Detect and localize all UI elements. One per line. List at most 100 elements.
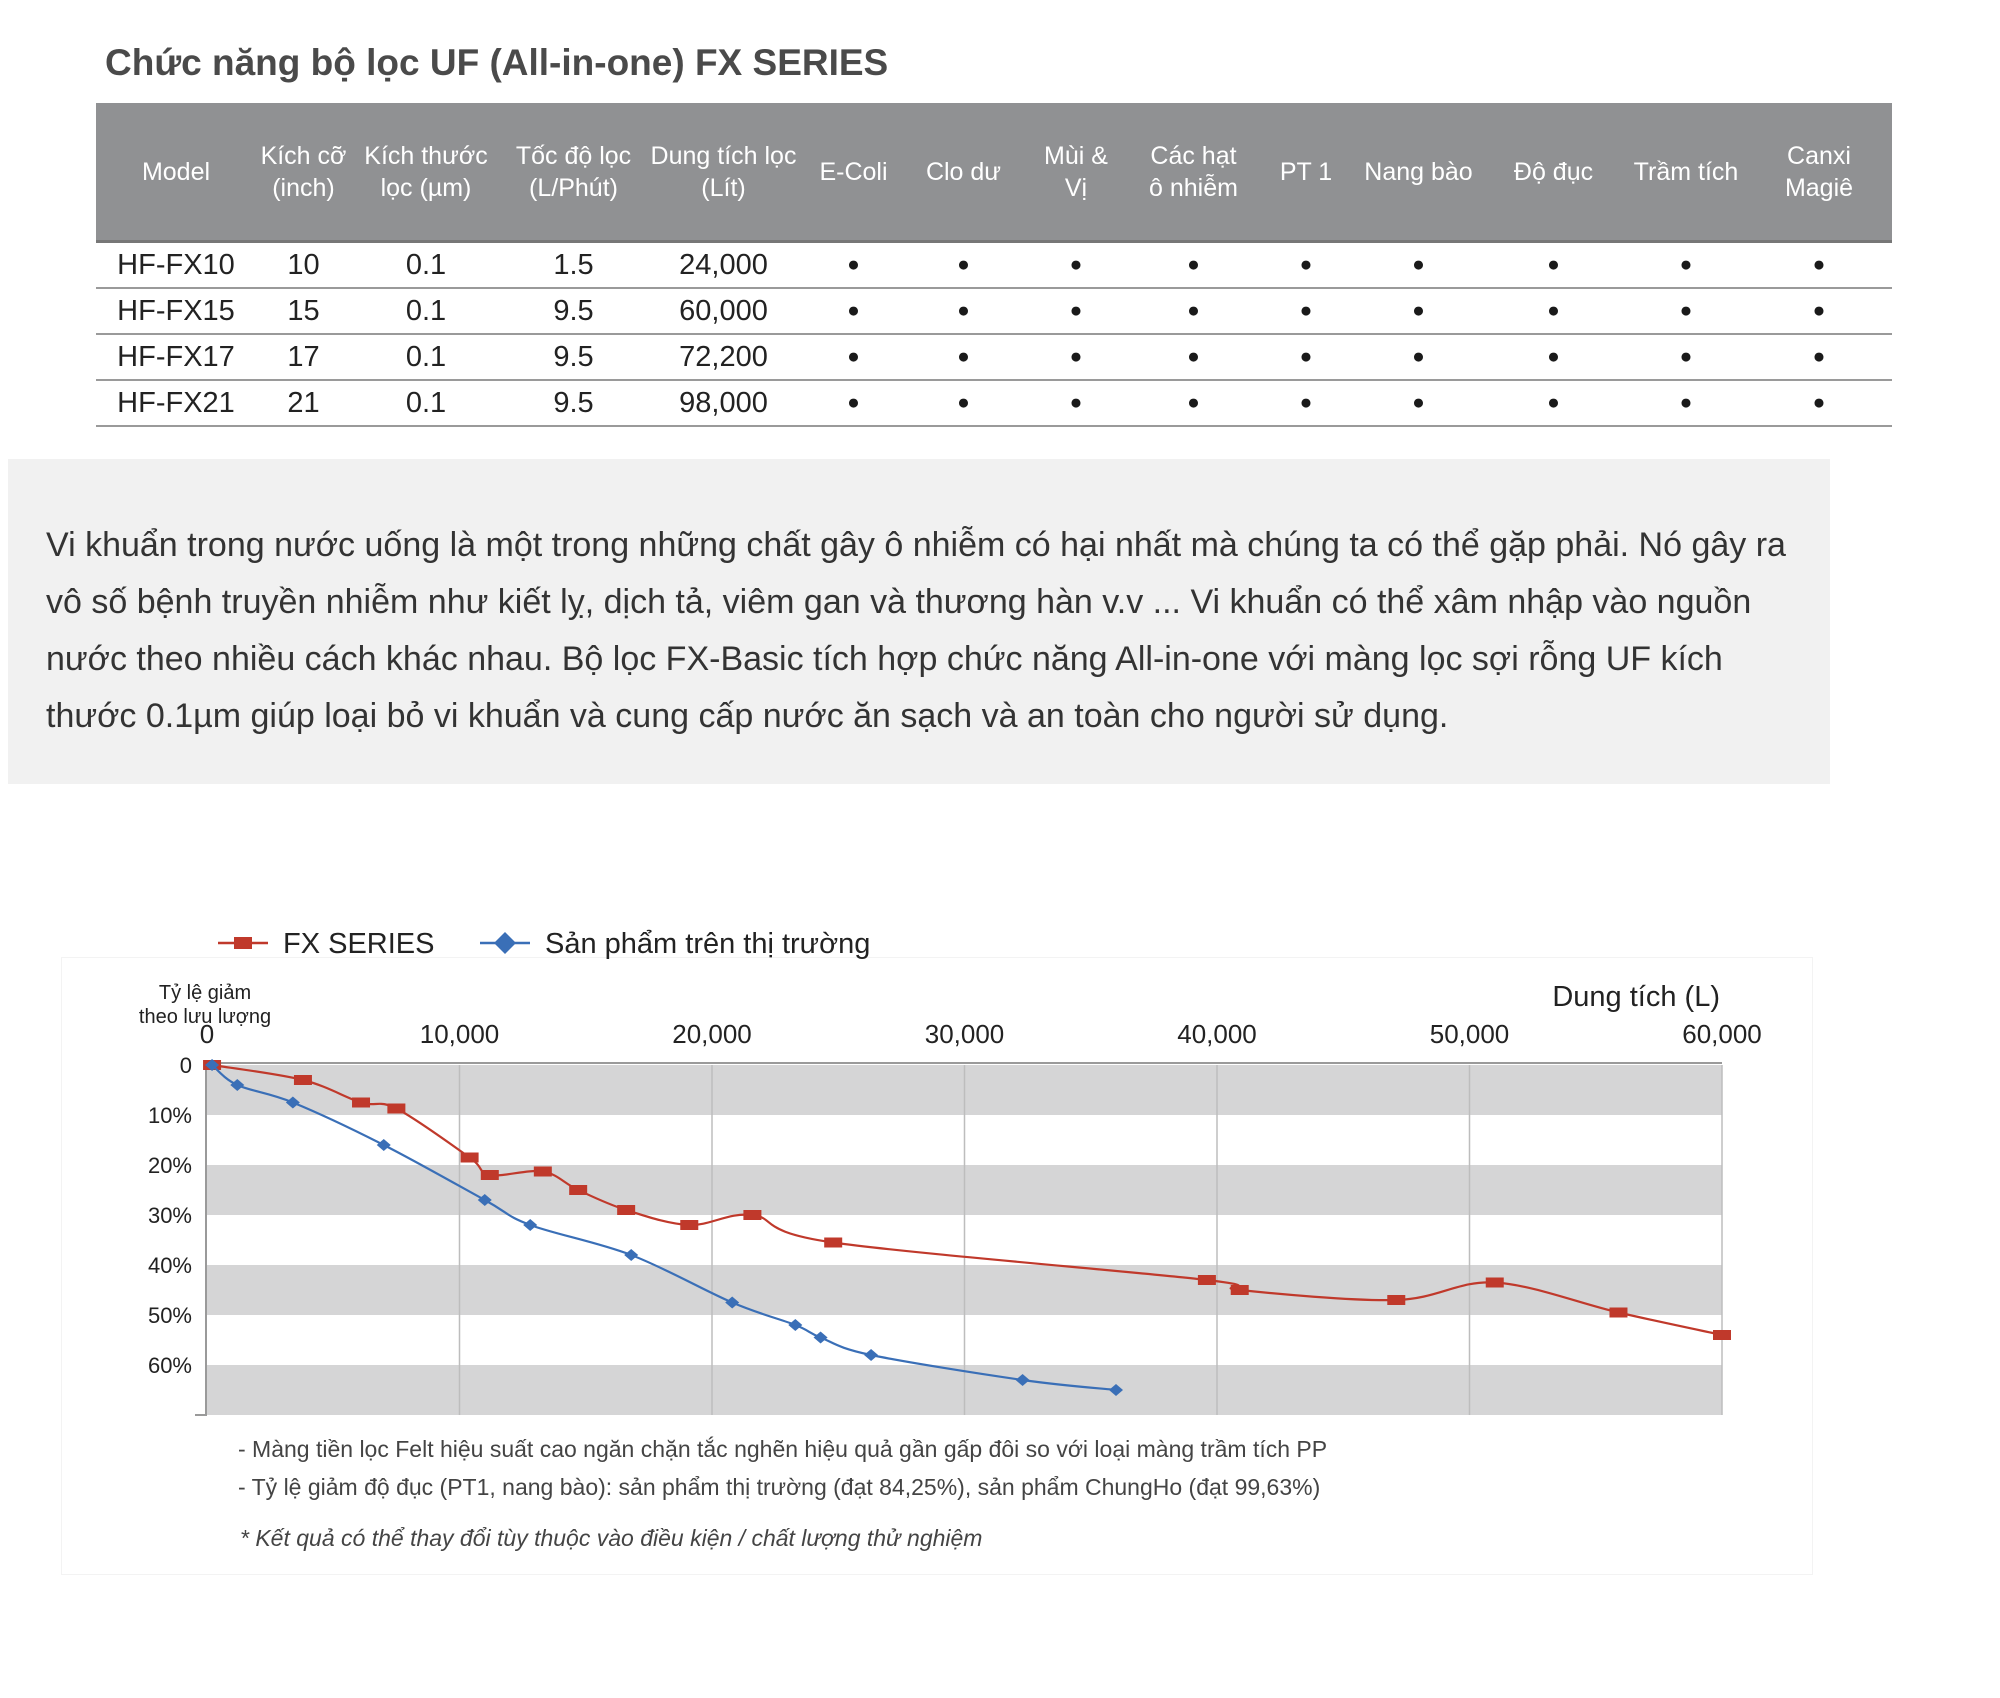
table-header-cell: Độ đục bbox=[1481, 103, 1626, 243]
table-cell-size: 17 bbox=[256, 334, 351, 381]
data-point bbox=[680, 1220, 699, 1230]
description-text: Vi khuẩn trong nước uống là một trong nh… bbox=[46, 526, 1786, 735]
feature-dot-icon: ● bbox=[1131, 288, 1256, 335]
data-point bbox=[624, 1249, 639, 1261]
table-cell-filter: 0.1 bbox=[351, 334, 501, 381]
x-tick-label: 50,000 bbox=[1430, 1019, 1510, 1049]
table-header-cell: Model bbox=[96, 103, 256, 243]
feature-dot-icon: ● bbox=[1481, 380, 1626, 427]
data-point bbox=[460, 1152, 479, 1163]
feature-dot-icon: ● bbox=[1481, 288, 1626, 335]
feature-dot-icon: ● bbox=[1021, 380, 1131, 427]
data-point bbox=[743, 1210, 762, 1220]
disclaimer: * Kết quả có thể thay đổi tùy thuộc vào … bbox=[240, 1525, 982, 1551]
feature-dot-icon: ● bbox=[1626, 241, 1746, 289]
y-tick-label: 50% bbox=[148, 1303, 192, 1328]
table-header-cell: Clo dư bbox=[906, 103, 1021, 243]
table-header-cell: PT 1 bbox=[1256, 103, 1356, 243]
x-tick-label: 60,000 bbox=[1682, 1019, 1762, 1049]
data-point bbox=[824, 1237, 843, 1248]
feature-dot-icon: ● bbox=[1626, 288, 1746, 335]
x-tick-label: 30,000 bbox=[925, 1019, 1005, 1049]
data-point bbox=[1015, 1374, 1030, 1386]
table-cell-model: HF-FX17 bbox=[96, 334, 256, 381]
data-point bbox=[1485, 1277, 1504, 1288]
table-cell-size: 10 bbox=[256, 241, 351, 289]
table-header-cell: Các hạt ô nhiễm bbox=[1131, 103, 1256, 243]
table-header-cell: Canxi Magiê bbox=[1746, 103, 1892, 243]
page-title: Chức năng bộ lọc UF (All-in-one) FX SERI… bbox=[105, 42, 889, 83]
table-header-cell: Tốc độ lọc (L/Phút) bbox=[501, 103, 646, 243]
data-point bbox=[477, 1194, 492, 1206]
description-box: Vi khuẩn trong nước uống là một trong nh… bbox=[8, 459, 1830, 784]
feature-dot-icon: ● bbox=[1746, 334, 1892, 381]
x-tick-label: 0 bbox=[200, 1019, 214, 1049]
table-cell-rate: 9.5 bbox=[501, 334, 646, 381]
y-axis-title-line-1: Tỷ lệ giảm bbox=[159, 982, 251, 1004]
table-cell-capacity: 98,000 bbox=[646, 380, 801, 427]
data-point bbox=[569, 1185, 588, 1195]
table-header-cell: Mùi & Vị bbox=[1021, 103, 1131, 243]
x-axis-title: Dung tích (L) bbox=[1552, 981, 1720, 1013]
feature-dot-icon: ● bbox=[1021, 288, 1131, 335]
feature-dot-icon: ● bbox=[1626, 380, 1746, 427]
table-row: HF-FX10 10 0.1 1.5 24,000 ● ● ● ● ● ● ● ● ● bbox=[96, 241, 1892, 289]
feature-dot-icon: ● bbox=[1481, 334, 1626, 381]
feature-dot-icon: ● bbox=[1256, 288, 1356, 335]
feature-dot-icon: ● bbox=[1256, 334, 1356, 381]
table-header-cell: Dung tích lọc (Lít) bbox=[646, 103, 801, 243]
table-row: HF-FX15 15 0.1 9.5 60,000 ● ● ● ● ● ● ● ● ● bbox=[96, 288, 1892, 335]
feature-dot-icon: ● bbox=[1746, 380, 1892, 427]
y-tick-label: 60% bbox=[148, 1353, 192, 1378]
data-point bbox=[1713, 1330, 1731, 1340]
y-tick-label: 20% bbox=[148, 1153, 192, 1178]
table-row: HF-FX21 21 0.1 9.5 98,000 ● ● ● ● ● ● ● ● ● bbox=[96, 380, 1892, 427]
y-tick-label: 10% bbox=[148, 1103, 192, 1128]
table-cell-model: HF-FX15 bbox=[96, 288, 256, 335]
table-body: HF-FX10 10 0.1 1.5 24,000 ● ● ● ● ● ● ● ● ● HF-FX15 15 0… bbox=[96, 241, 1892, 427]
footnote: - Màng tiền lọc Felt hiệu suất cao ngăn … bbox=[238, 1436, 1327, 1462]
feature-dot-icon: ● bbox=[1481, 241, 1626, 289]
footnote: - Tỷ lệ giảm độ đục (PT1, nang bào): sản… bbox=[238, 1474, 1320, 1500]
feature-dot-icon: ● bbox=[1256, 380, 1356, 427]
table-header-cell: E-Coli bbox=[801, 103, 906, 243]
feature-dot-icon: ● bbox=[906, 380, 1021, 427]
legend-marker-1 bbox=[494, 932, 516, 954]
feature-dot-icon: ● bbox=[1626, 334, 1746, 381]
data-point bbox=[480, 1170, 499, 1180]
data-point bbox=[293, 1075, 312, 1085]
feature-dot-icon: ● bbox=[906, 288, 1021, 335]
feature-dot-icon: ● bbox=[801, 288, 906, 335]
feature-dot-icon: ● bbox=[1131, 334, 1256, 381]
table-header-cell: Nang bào bbox=[1356, 103, 1481, 243]
legend-label-1: Sản phẩm trên thị trường bbox=[545, 928, 870, 960]
data-point bbox=[1197, 1275, 1216, 1285]
data-point bbox=[376, 1139, 391, 1151]
x-tick-label: 10,000 bbox=[420, 1019, 500, 1049]
data-point bbox=[205, 1059, 220, 1071]
feature-dot-icon: ● bbox=[1356, 288, 1481, 335]
feature-dot-icon: ● bbox=[1356, 334, 1481, 381]
feature-dot-icon: ● bbox=[801, 334, 906, 381]
table-header-row: Model Kích cỡ (inch) Kích thước lọc (µm) Tố… bbox=[96, 103, 1892, 243]
data-point bbox=[725, 1296, 740, 1309]
feature-dot-icon: ● bbox=[1021, 334, 1131, 381]
feature-dot-icon: ● bbox=[801, 241, 906, 289]
table-cell-capacity: 24,000 bbox=[646, 241, 801, 289]
table-header-cell: Trầm tích bbox=[1626, 103, 1746, 243]
data-point bbox=[788, 1319, 803, 1331]
feature-dot-icon: ● bbox=[1746, 288, 1892, 335]
y-tick-label: 0 bbox=[180, 1053, 192, 1078]
feature-dot-icon: ● bbox=[1356, 380, 1481, 427]
data-point bbox=[864, 1349, 879, 1361]
data-point bbox=[617, 1205, 636, 1215]
y-tick-label: 40% bbox=[148, 1253, 192, 1278]
table-header-cell: Kích cỡ (inch) bbox=[256, 103, 351, 243]
data-point bbox=[230, 1079, 245, 1091]
feature-dot-icon: ● bbox=[906, 334, 1021, 381]
feature-dot-icon: ● bbox=[1256, 241, 1356, 289]
table-cell-filter: 0.1 bbox=[351, 380, 501, 427]
data-point bbox=[1387, 1295, 1406, 1305]
table-header-cell: Kích thước lọc (µm) bbox=[351, 103, 501, 243]
feature-dot-icon: ● bbox=[1021, 241, 1131, 289]
